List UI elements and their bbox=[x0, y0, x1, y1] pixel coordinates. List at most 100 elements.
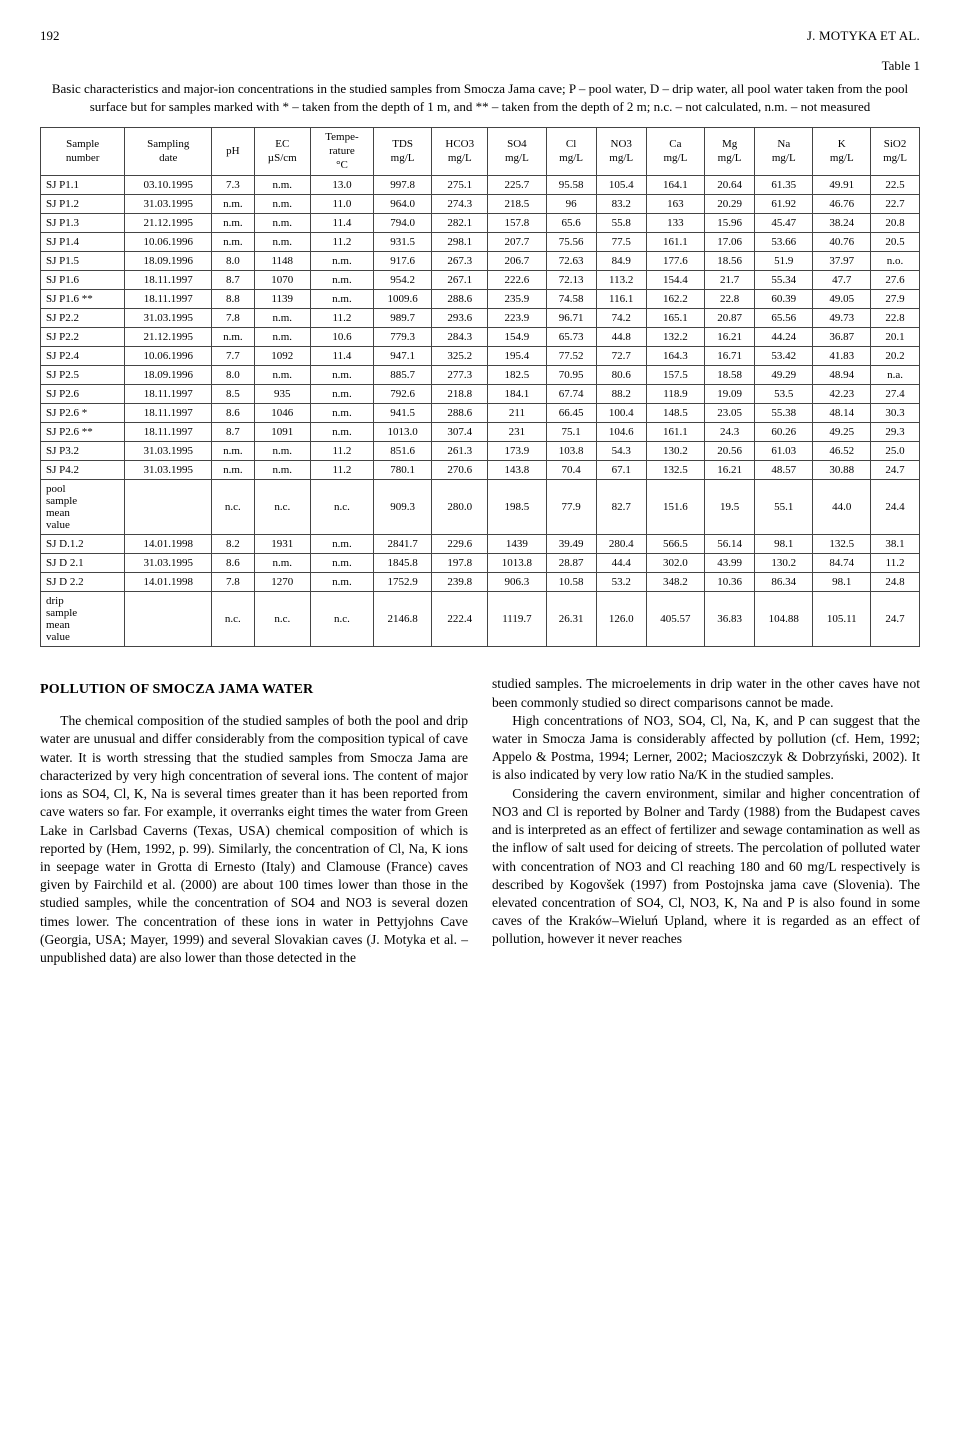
table-cell: 173.9 bbox=[488, 442, 546, 461]
table-cell: 133 bbox=[646, 214, 704, 233]
table-cell: 18.11.1997 bbox=[125, 404, 212, 423]
table-cell: n.m. bbox=[310, 573, 373, 592]
table-cell: 72.7 bbox=[596, 347, 646, 366]
page-header: 192 J. MOTYKA ET AL. bbox=[40, 28, 920, 44]
table-cell: n.m. bbox=[254, 195, 310, 214]
table-cell: 11.2 bbox=[310, 442, 373, 461]
table-cell: 8.2 bbox=[212, 535, 254, 554]
table-cell: 8.7 bbox=[212, 271, 254, 290]
table-cell: SJ D 2.1 bbox=[41, 554, 125, 573]
table-cell: SJ P1.6 ** bbox=[41, 290, 125, 309]
table-cell: 794.0 bbox=[373, 214, 431, 233]
table-row: SJ D 2.131.03.19958.6n.m.n.m.1845.8197.8… bbox=[41, 554, 920, 573]
table-cell: 298.1 bbox=[432, 233, 488, 252]
table-column-header: Samplenumber bbox=[41, 128, 125, 176]
table-cell: dripsamplemeanvalue bbox=[41, 592, 125, 647]
table-row: SJ D.1.214.01.19988.21931n.m.2841.7229.6… bbox=[41, 535, 920, 554]
table-cell: SJ P1.1 bbox=[41, 176, 125, 195]
table-cell: 18.09.1996 bbox=[125, 366, 212, 385]
table-cell: 56.14 bbox=[705, 535, 755, 554]
table-cell: 74.58 bbox=[546, 290, 596, 309]
table-cell: 148.5 bbox=[646, 404, 704, 423]
table-column-header: ECµS/cm bbox=[254, 128, 310, 176]
table-cell: 954.2 bbox=[373, 271, 431, 290]
table-cell: SJ P1.3 bbox=[41, 214, 125, 233]
table-cell: 223.9 bbox=[488, 309, 546, 328]
table-cell: 25.0 bbox=[871, 442, 920, 461]
table-cell: n.m. bbox=[254, 554, 310, 573]
table-cell: 947.1 bbox=[373, 347, 431, 366]
table-cell: 30.3 bbox=[871, 404, 920, 423]
table-cell: 10.6 bbox=[310, 328, 373, 347]
table-cell: 37.97 bbox=[813, 252, 871, 271]
table-cell: n.m. bbox=[212, 442, 254, 461]
table-cell: 1148 bbox=[254, 252, 310, 271]
table-cell: 1439 bbox=[488, 535, 546, 554]
table-cell: 293.6 bbox=[432, 309, 488, 328]
table-row: SJ P1.618.11.19978.71070n.m.954.2267.122… bbox=[41, 271, 920, 290]
section-title: POLLUTION OF SMOCZA JAMA WATER bbox=[40, 681, 468, 700]
table-cell: 14.01.1998 bbox=[125, 573, 212, 592]
table-cell: 96 bbox=[546, 195, 596, 214]
table-cell: 18.11.1997 bbox=[125, 290, 212, 309]
table-cell: 161.1 bbox=[646, 233, 704, 252]
table-cell: 61.92 bbox=[755, 195, 813, 214]
table-row: SJ P2.221.12.1995n.m.n.m.10.6779.3284.31… bbox=[41, 328, 920, 347]
table-cell bbox=[125, 480, 212, 535]
table-cell: 49.29 bbox=[755, 366, 813, 385]
table-cell: 18.56 bbox=[705, 252, 755, 271]
table-cell: 98.1 bbox=[755, 535, 813, 554]
table-cell: 23.05 bbox=[705, 404, 755, 423]
table-cell: 8.6 bbox=[212, 404, 254, 423]
table-cell: 105.11 bbox=[813, 592, 871, 647]
table-cell: 36.83 bbox=[705, 592, 755, 647]
table-cell: 1070 bbox=[254, 271, 310, 290]
table-cell: 2841.7 bbox=[373, 535, 431, 554]
table-row: SJ P2.231.03.19957.8n.m.11.2989.7293.622… bbox=[41, 309, 920, 328]
table-cell: 24.8 bbox=[871, 573, 920, 592]
table-cell: 906.3 bbox=[488, 573, 546, 592]
table-column-header: Kmg/L bbox=[813, 128, 871, 176]
table-cell: 1119.7 bbox=[488, 592, 546, 647]
table-cell: n.a. bbox=[871, 366, 920, 385]
table-cell: 18.09.1996 bbox=[125, 252, 212, 271]
table-cell: 46.76 bbox=[813, 195, 871, 214]
table-cell: 164.1 bbox=[646, 176, 704, 195]
table-cell: SJ P2.5 bbox=[41, 366, 125, 385]
table-row: SJ P1.321.12.1995n.m.n.m.11.4794.0282.11… bbox=[41, 214, 920, 233]
table-cell: 231 bbox=[488, 423, 546, 442]
table-cell: 164.3 bbox=[646, 347, 704, 366]
table-cell: 267.3 bbox=[432, 252, 488, 271]
right-column: studied samples. The microelements in dr… bbox=[492, 675, 920, 967]
table-cell: 27.6 bbox=[871, 271, 920, 290]
table-column-header: Camg/L bbox=[646, 128, 704, 176]
table-cell: n.m. bbox=[310, 290, 373, 309]
table-cell: 11.2 bbox=[310, 233, 373, 252]
table-cell: 14.01.1998 bbox=[125, 535, 212, 554]
table-cell: 70.4 bbox=[546, 461, 596, 480]
table-cell: 15.96 bbox=[705, 214, 755, 233]
table-cell: 20.56 bbox=[705, 442, 755, 461]
table-cell: 274.3 bbox=[432, 195, 488, 214]
table-cell: 27.9 bbox=[871, 290, 920, 309]
table-cell: 284.3 bbox=[432, 328, 488, 347]
table-cell: 282.1 bbox=[432, 214, 488, 233]
table-cell: 1091 bbox=[254, 423, 310, 442]
table-cell: 16.21 bbox=[705, 328, 755, 347]
table-cell: 20.8 bbox=[871, 214, 920, 233]
table-cell: n.m. bbox=[254, 442, 310, 461]
table-cell: 13.0 bbox=[310, 176, 373, 195]
table-cell: 1092 bbox=[254, 347, 310, 366]
table-cell: 21.12.1995 bbox=[125, 328, 212, 347]
table-row: SJ P1.410.06.1996n.m.n.m.11.2931.5298.12… bbox=[41, 233, 920, 252]
table-cell: 116.1 bbox=[596, 290, 646, 309]
table-cell: 30.88 bbox=[813, 461, 871, 480]
table-cell: SJ P3.2 bbox=[41, 442, 125, 461]
table-cell: 61.03 bbox=[755, 442, 813, 461]
table-cell: 132.2 bbox=[646, 328, 704, 347]
table-cell: n.m. bbox=[212, 233, 254, 252]
table-cell: 16.21 bbox=[705, 461, 755, 480]
table-cell: n.m. bbox=[310, 271, 373, 290]
table-cell: 20.5 bbox=[871, 233, 920, 252]
table-column-header: HCO3mg/L bbox=[432, 128, 488, 176]
